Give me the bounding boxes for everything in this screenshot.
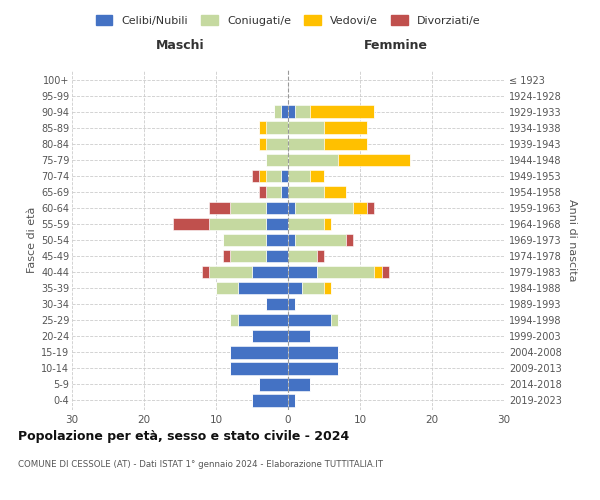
Bar [266, 298, 288, 310]
Bar [367, 202, 374, 214]
Bar [252, 330, 288, 342]
Bar [288, 170, 310, 182]
Text: COMUNE DI CESSOLE (AT) - Dati ISTAT 1° gennaio 2024 - Elaborazione TUTTITALIA.IT: COMUNE DI CESSOLE (AT) - Dati ISTAT 1° g… [18, 460, 383, 469]
Bar [288, 138, 324, 150]
Bar [288, 154, 338, 166]
Bar [216, 282, 238, 294]
Bar [173, 218, 209, 230]
Bar [252, 170, 259, 182]
Bar [288, 186, 324, 198]
Bar [238, 314, 288, 326]
Bar [310, 106, 374, 118]
Bar [266, 154, 288, 166]
Bar [288, 378, 310, 390]
Y-axis label: Anni di nascita: Anni di nascita [567, 198, 577, 281]
Bar [288, 122, 324, 134]
Bar [288, 394, 295, 406]
Bar [266, 234, 288, 246]
Bar [288, 298, 295, 310]
Bar [230, 362, 288, 374]
Bar [274, 106, 281, 118]
Bar [338, 154, 410, 166]
Bar [223, 250, 230, 262]
Bar [266, 202, 288, 214]
Bar [288, 362, 338, 374]
Bar [295, 202, 353, 214]
Bar [310, 170, 324, 182]
Bar [209, 266, 252, 278]
Bar [230, 314, 238, 326]
Bar [288, 266, 317, 278]
Bar [266, 218, 288, 230]
Bar [259, 378, 288, 390]
Bar [288, 330, 310, 342]
Bar [353, 202, 367, 214]
Bar [230, 250, 266, 262]
Bar [288, 250, 317, 262]
Bar [317, 250, 324, 262]
Text: Femmine: Femmine [364, 40, 428, 52]
Bar [209, 202, 230, 214]
Bar [324, 122, 367, 134]
Bar [281, 106, 288, 118]
Bar [324, 282, 331, 294]
Bar [266, 122, 288, 134]
Bar [259, 122, 266, 134]
Bar [302, 282, 324, 294]
Bar [202, 266, 209, 278]
Text: Popolazione per età, sesso e stato civile - 2024: Popolazione per età, sesso e stato civil… [18, 430, 349, 443]
Bar [230, 346, 288, 358]
Bar [266, 250, 288, 262]
Bar [324, 218, 331, 230]
Bar [266, 170, 281, 182]
Bar [288, 314, 331, 326]
Bar [324, 186, 346, 198]
Bar [209, 218, 266, 230]
Bar [295, 106, 310, 118]
Bar [288, 282, 302, 294]
Bar [281, 186, 288, 198]
Bar [238, 282, 288, 294]
Bar [288, 234, 295, 246]
Bar [382, 266, 389, 278]
Bar [295, 234, 346, 246]
Bar [230, 202, 266, 214]
Bar [331, 314, 338, 326]
Bar [324, 138, 367, 150]
Bar [266, 186, 281, 198]
Bar [288, 346, 338, 358]
Bar [252, 266, 288, 278]
Bar [346, 234, 353, 246]
Bar [288, 106, 295, 118]
Bar [266, 138, 288, 150]
Bar [259, 170, 266, 182]
Y-axis label: Fasce di età: Fasce di età [26, 207, 37, 273]
Bar [223, 234, 266, 246]
Bar [317, 266, 374, 278]
Bar [281, 170, 288, 182]
Bar [259, 138, 266, 150]
Bar [374, 266, 382, 278]
Bar [288, 202, 295, 214]
Bar [288, 218, 324, 230]
Legend: Celibi/Nubili, Coniugati/e, Vedovi/e, Divorziati/e: Celibi/Nubili, Coniugati/e, Vedovi/e, Di… [91, 10, 485, 30]
Text: Maschi: Maschi [155, 40, 205, 52]
Bar [252, 394, 288, 406]
Bar [259, 186, 266, 198]
